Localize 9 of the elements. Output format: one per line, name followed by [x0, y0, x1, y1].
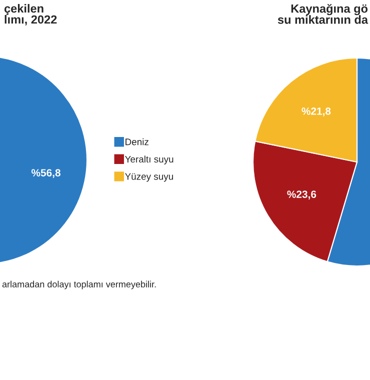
text: arlamadan dolayı toplamı vermeyebilir. [2, 280, 156, 290]
data-label: %21,8 [302, 107, 331, 116]
chart-title: Kaynağına gö su miktarının da [278, 4, 368, 24]
legend-label: Yüzey suyu [124, 173, 173, 182]
legend-label: Deniz [126, 138, 148, 146]
data-label: %56,8 [32, 169, 60, 178]
legend-label: Yeraltı suyu [124, 156, 174, 164]
data-label: %23,6 [287, 190, 316, 200]
chart-title: çekilen lımı, 2022 [4, 4, 57, 26]
